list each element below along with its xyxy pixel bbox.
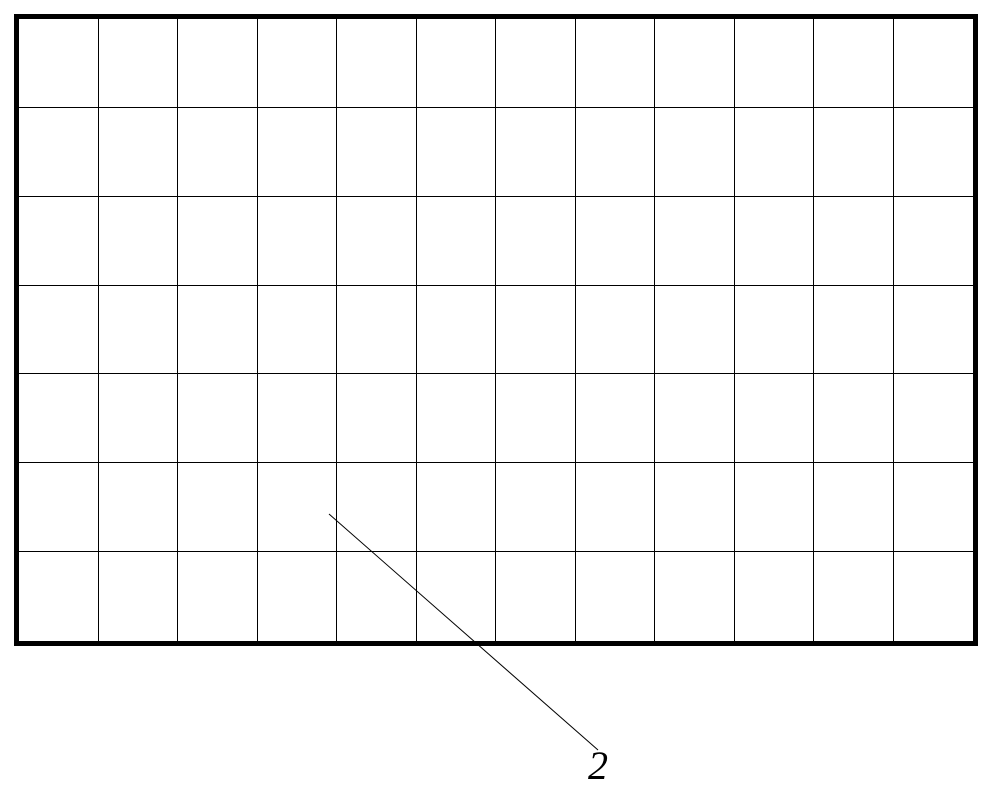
grid-cell [417,552,497,641]
grid-cell [19,108,99,197]
grid-cell [655,286,735,375]
grid-cell [576,463,656,552]
grid-cell [735,197,815,286]
grid-cell [655,552,735,641]
grid-cell [178,286,258,375]
grid-cell [337,19,417,108]
grid-cell [99,552,179,641]
grid-cell [655,108,735,197]
grid-cell [655,197,735,286]
grid-cell [337,286,417,375]
grid-cell [417,286,497,375]
grid-cell [337,374,417,463]
grid-cell [337,197,417,286]
grid-cell [814,108,894,197]
grid-cell [735,19,815,108]
grid-cell [178,19,258,108]
grid-cell [19,197,99,286]
grid-cell [655,463,735,552]
grid-cell [258,19,338,108]
grid-cell [19,552,99,641]
grid-cell [735,552,815,641]
grid-cell [258,552,338,641]
callout-label: 2 [588,742,608,789]
grid-cell [735,286,815,375]
grid-cell [894,463,974,552]
grid-frame [14,14,978,646]
grid-cell [814,463,894,552]
grid-cell [99,19,179,108]
grid-cell [496,197,576,286]
grid-cell [814,374,894,463]
grid-cell [894,197,974,286]
grid-cell [496,286,576,375]
grid-cell [178,552,258,641]
grid-cell [814,19,894,108]
grid-cell [894,286,974,375]
grid-cell [576,552,656,641]
grid-cell [258,463,338,552]
grid-cell [19,463,99,552]
grid-cell [337,108,417,197]
grid-cell [417,463,497,552]
grid-cell [417,197,497,286]
grid-cell [178,108,258,197]
grid-cell [576,374,656,463]
grid-cell [576,108,656,197]
grid-cell [99,108,179,197]
grid-cell [178,197,258,286]
grid-cell [894,374,974,463]
grid-cell [258,286,338,375]
grid-cell [99,197,179,286]
grid-cell [576,19,656,108]
grid-cell [814,197,894,286]
grid-cell [735,374,815,463]
grid-cell [496,374,576,463]
grid-cell [894,108,974,197]
grid-cell [19,19,99,108]
grid-cell [99,374,179,463]
grid-cell [655,19,735,108]
grid-cell [417,374,497,463]
grid-cell [337,463,417,552]
grid-cell [814,552,894,641]
grid-cell [496,19,576,108]
grid-cell [576,286,656,375]
grid-cell [258,374,338,463]
grid-cell [655,374,735,463]
grid-cell [417,19,497,108]
grid-cell [258,108,338,197]
grid-cell [735,108,815,197]
grid-cell [814,286,894,375]
grid-cell [735,463,815,552]
grid-cell [99,286,179,375]
grid-cell [178,374,258,463]
grid-cell [576,197,656,286]
grid-cell [19,286,99,375]
grid-cell [496,463,576,552]
grid-cell [894,19,974,108]
grid-cell [178,463,258,552]
grid-cell [417,108,497,197]
grid-cell [496,108,576,197]
diagram-canvas: 2 [0,0,1000,811]
grid-cell [258,197,338,286]
grid-cell [99,463,179,552]
grid-cell [19,374,99,463]
grid-cell [496,552,576,641]
grid-cell [337,552,417,641]
grid-cells [19,19,973,641]
grid-cell [894,552,974,641]
